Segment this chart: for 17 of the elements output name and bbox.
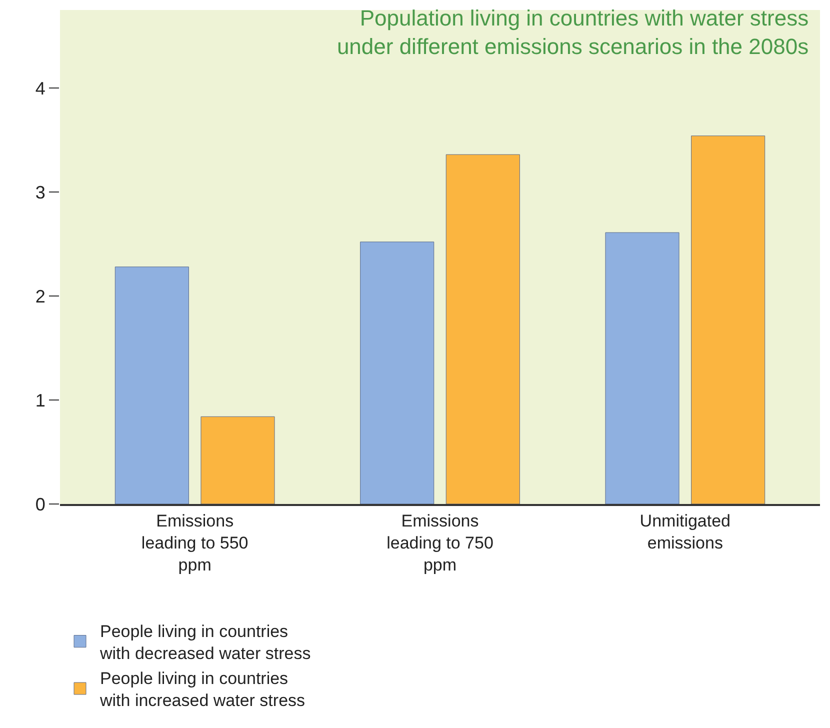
x-tick-label: Emissions leading to 750 ppm <box>386 511 494 575</box>
y-tick-label: 3 <box>35 182 46 202</box>
legend-label: People living in countries with decreased water stress <box>99 622 311 663</box>
bar <box>200 416 275 504</box>
bar <box>446 154 520 504</box>
bar <box>114 266 189 504</box>
y-tick-label: 0 <box>35 494 46 514</box>
x-tick-label: Unmitigated emissions <box>640 511 731 552</box>
legend-label: People living in countries with increased water stress <box>99 669 306 710</box>
x-tick-label: Emissions leading to 550 ppm <box>141 511 248 575</box>
bar <box>605 232 680 504</box>
y-tick-label: 1 <box>35 390 46 410</box>
y-tick-label: 2 <box>35 286 46 306</box>
bar <box>360 242 434 504</box>
bar <box>691 136 766 504</box>
text: Population living in countries with water stress under different emissions scenarios in the 2080s <box>336 5 809 60</box>
y-tick-label: 4 <box>35 78 46 98</box>
